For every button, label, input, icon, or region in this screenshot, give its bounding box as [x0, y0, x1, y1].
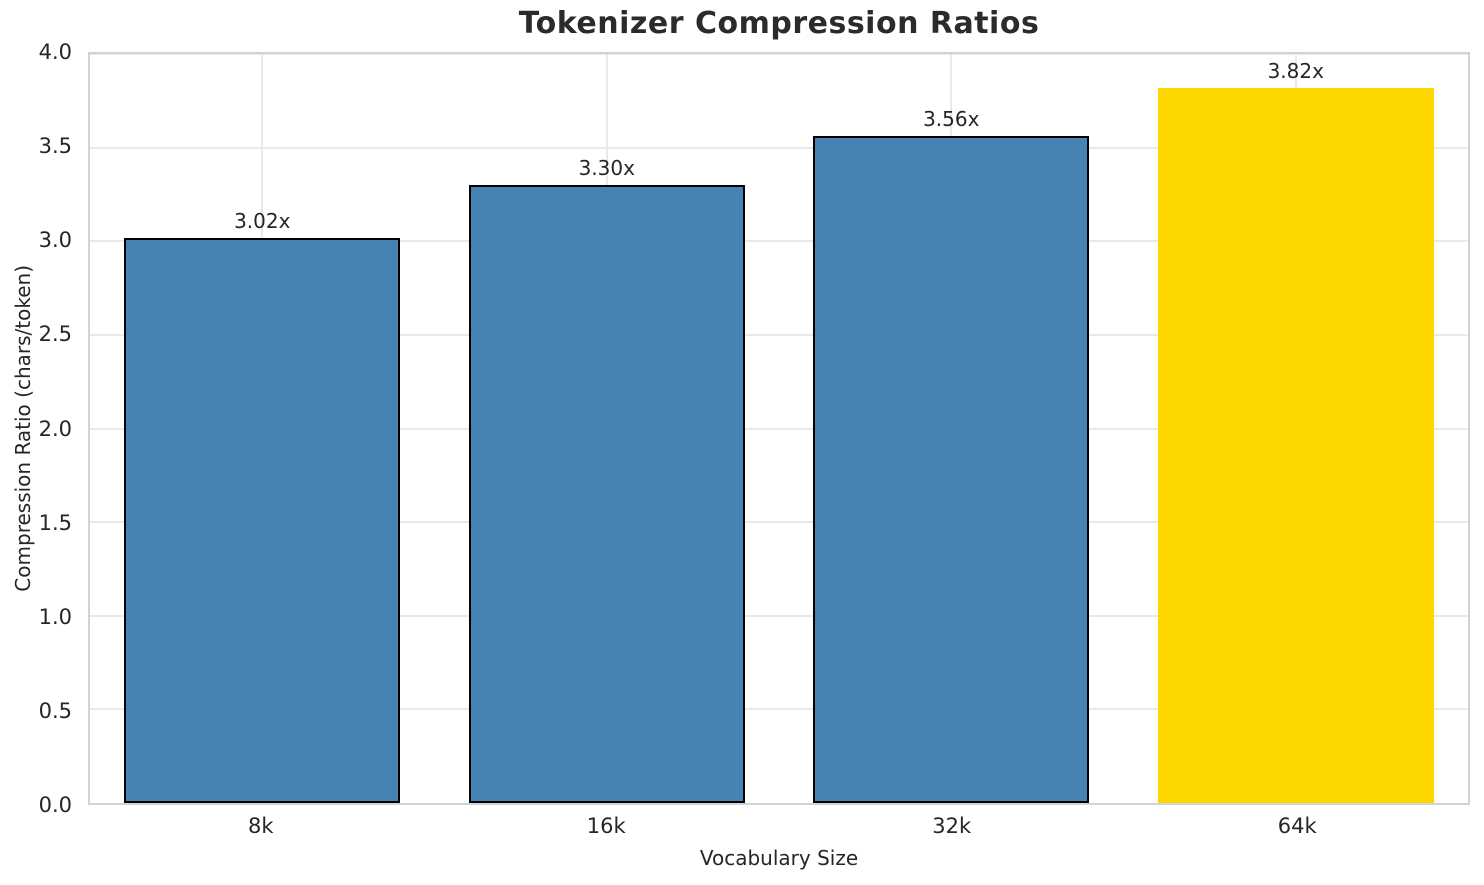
y-tick-label: 1.5 [38, 510, 72, 535]
x-tick-label-32k: 32k [932, 814, 972, 838]
horizontal-gridline [90, 54, 1468, 55]
y-tick-label: 0.5 [38, 698, 72, 723]
bar-value-label: 3.56x [923, 107, 980, 132]
bar-8k [124, 237, 401, 803]
bar-slot: 3.30x [435, 54, 780, 803]
y-tick-label: 4.0 [38, 40, 72, 64]
x-axis-ticks: 8k 16k 32k 64k [88, 814, 1470, 842]
bar-32k [813, 136, 1090, 803]
x-tick-label-16k: 16k [586, 814, 626, 838]
bar-64k [1157, 87, 1434, 803]
bar-slot: 3.02x [90, 54, 435, 803]
y-tick-label: 1.0 [38, 604, 72, 629]
horizontal-gridline [90, 427, 1468, 430]
chart-title: Tokenizer Compression Ratios [518, 6, 1040, 41]
y-tick-label: 2.5 [38, 322, 72, 347]
horizontal-gridline [90, 240, 1468, 243]
horizontal-gridline [90, 521, 1468, 524]
y-tick-label: 2.0 [38, 416, 72, 441]
bar-value-label: 3.30x [578, 156, 635, 181]
x-tick-label-8k: 8k [247, 814, 274, 838]
y-tick-label: 0.0 [38, 793, 72, 817]
bar-value-label: 3.02x [234, 208, 291, 233]
horizontal-gridline [90, 614, 1468, 617]
bar-value-label: 3.82x [1267, 58, 1324, 83]
y-axis-ticks: 0.0 0.5 1.0 1.5 2.0 2.5 3.0 3.5 4.0 [0, 40, 80, 817]
bar-slot: 3.82x [1124, 54, 1469, 803]
x-axis-label: Vocabulary Size [699, 846, 859, 870]
plot-area: 3.02x 3.30x 3.56x 3.82x [88, 52, 1470, 805]
horizontal-gridline [90, 708, 1468, 711]
y-tick-label: 3.5 [38, 134, 72, 159]
bar-slot: 3.56x [779, 54, 1124, 803]
bar-16k [468, 185, 745, 803]
horizontal-gridline [90, 146, 1468, 149]
x-tick-label-64k: 64k [1277, 814, 1317, 838]
y-tick-label: 3.0 [38, 228, 72, 253]
horizontal-gridline [90, 333, 1468, 336]
